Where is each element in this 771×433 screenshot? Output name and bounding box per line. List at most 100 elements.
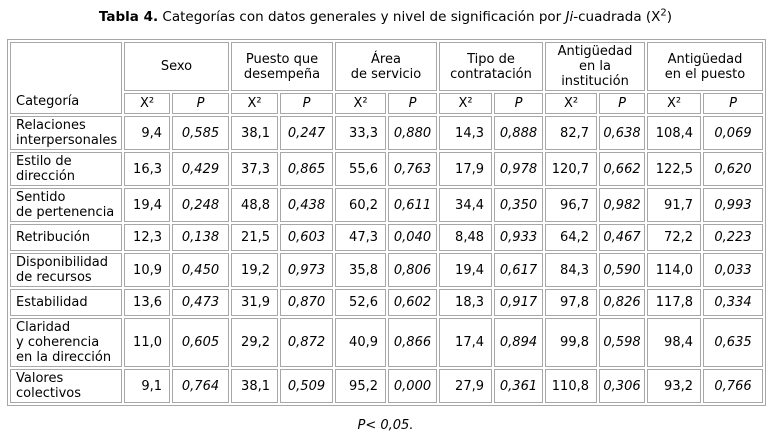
- category-cell: Claridad y coherencia en la dirección: [10, 318, 122, 367]
- chi-value-cell: 29,2: [231, 318, 278, 367]
- table-number-label: Tabla 4.: [98, 9, 159, 25]
- chi-value-cell: 34,4: [439, 188, 492, 222]
- chi-value-cell: 13,6: [124, 289, 170, 316]
- title-text-3: ): [666, 9, 673, 25]
- table-row: Sentido de pertenencia 19,4 0,248 48,8 0,438…: [10, 188, 763, 222]
- p-value-cell: 0,993: [703, 188, 763, 222]
- p-value-cell: 0,467: [599, 224, 645, 251]
- p-value-cell: 0,933: [494, 224, 543, 251]
- p-value-cell: 0,138: [172, 224, 229, 251]
- chi-value-cell: 99,8: [545, 318, 597, 367]
- page-title: Tabla 4. Categorías con datos generales …: [0, 0, 771, 26]
- p-value-cell: 0,040: [388, 224, 437, 251]
- group-header-antiguedad-puesto: Antigüedad en el puesto: [647, 42, 763, 91]
- chi-value-cell: 19,4: [124, 188, 170, 222]
- p-value-cell: 0,806: [388, 253, 437, 287]
- group-header-row: Categoría Sexo Puesto que desempeña Área…: [10, 42, 763, 114]
- chi-value-cell: 9,4: [124, 116, 170, 150]
- p-value-cell: 0,872: [280, 318, 333, 367]
- p-value-cell: 0,248: [172, 188, 229, 222]
- table-row: Valores colectivos 9,1 0,764 38,1 0,509 95,2 0…: [10, 369, 763, 403]
- significance-table: Categoría Sexo Puesto que desempeña Área…: [7, 39, 766, 406]
- chi-value-cell: 40,9: [335, 318, 386, 367]
- group-header-sexo: Sexo: [124, 42, 229, 91]
- p-value-cell: 0,033: [703, 253, 763, 287]
- table-row: Claridad y coherencia en la dirección 11,…: [10, 318, 763, 367]
- p-value-cell: 0,978: [494, 152, 543, 186]
- chi-value-cell: 37,3: [231, 152, 278, 186]
- table-row: Estabilidad 13,6 0,473 31,9 0,870 52,6 0,602 18…: [10, 289, 763, 316]
- p-value-cell: 0,585: [172, 116, 229, 150]
- p-value-cell: 0,350: [494, 188, 543, 222]
- chi-value-cell: 47,3: [335, 224, 386, 251]
- category-cell: Retribución: [10, 224, 122, 251]
- p-value-cell: 0,450: [172, 253, 229, 287]
- table-row: Estilo de dirección 16,3 0,429 37,3 0,865 55,…: [10, 152, 763, 186]
- chi-value-cell: 117,8: [647, 289, 701, 316]
- chi-value-cell: 96,7: [545, 188, 597, 222]
- chi-value-cell: 108,4: [647, 116, 701, 150]
- p-header: P: [280, 93, 333, 114]
- chi-value-cell: 84,3: [545, 253, 597, 287]
- p-value-cell: 0,635: [703, 318, 763, 367]
- group-header-area: Área de servicio: [335, 42, 437, 91]
- p-value-cell: 0,069: [703, 116, 763, 150]
- chi-value-cell: 10,9: [124, 253, 170, 287]
- chi-value-cell: 19,2: [231, 253, 278, 287]
- table-body: Relaciones interpersonales 9,4 0,585 38,1 0,…: [10, 116, 763, 403]
- p-value-cell: 0,617: [494, 253, 543, 287]
- p-value-cell: 0,306: [599, 369, 645, 403]
- chi-value-cell: 72,2: [647, 224, 701, 251]
- p-value-cell: 0,602: [388, 289, 437, 316]
- chi-value-cell: 9,1: [124, 369, 170, 403]
- chi-value-cell: 18,3: [439, 289, 492, 316]
- p-value-cell: 0,590: [599, 253, 645, 287]
- p-value-cell: 0,598: [599, 318, 645, 367]
- chi-square-header: X²: [124, 93, 170, 114]
- p-value-cell: 0,605: [172, 318, 229, 367]
- table-row: Relaciones interpersonales 9,4 0,585 38,1 0,…: [10, 116, 763, 150]
- p-value-cell: 0,880: [388, 116, 437, 150]
- group-header-puesto: Puesto que desempeña: [231, 42, 333, 91]
- p-value-cell: 0,866: [388, 318, 437, 367]
- title-superscript: 2: [660, 7, 667, 19]
- significance-footnote: P< 0,05.: [357, 418, 414, 433]
- category-header: Categoría: [10, 42, 122, 114]
- chi-value-cell: 60,2: [335, 188, 386, 222]
- chi-value-cell: 38,1: [231, 116, 278, 150]
- category-cell: Estabilidad: [10, 289, 122, 316]
- p-value-cell: 0,917: [494, 289, 543, 316]
- chi-value-cell: 55,6: [335, 152, 386, 186]
- chi-value-cell: 17,9: [439, 152, 492, 186]
- p-value-cell: 0,870: [280, 289, 333, 316]
- category-cell: Valores colectivos: [10, 369, 122, 403]
- chi-value-cell: 21,5: [231, 224, 278, 251]
- chi-value-cell: 16,3: [124, 152, 170, 186]
- chi-square-header: X²: [647, 93, 701, 114]
- chi-value-cell: 38,1: [231, 369, 278, 403]
- chi-value-cell: 8,48: [439, 224, 492, 251]
- p-value-cell: 0,638: [599, 116, 645, 150]
- chi-value-cell: 122,5: [647, 152, 701, 186]
- chi-value-cell: 12,3: [124, 224, 170, 251]
- p-value-cell: 0,429: [172, 152, 229, 186]
- p-value-cell: 0,766: [703, 369, 763, 403]
- sub-header-row: X² P X² P X² P X² P X² P X² P: [10, 93, 763, 114]
- chi-value-cell: 19,4: [439, 253, 492, 287]
- p-value-cell: 0,763: [388, 152, 437, 186]
- title-text-1: Categorías con datos generales y nivel d…: [158, 9, 566, 25]
- chi-square-header: X²: [335, 93, 386, 114]
- p-value-cell: 0,620: [703, 152, 763, 186]
- p-header: P: [703, 93, 763, 114]
- title-ji-italic: Ji: [565, 9, 574, 25]
- chi-value-cell: 98,4: [647, 318, 701, 367]
- chi-value-cell: 95,2: [335, 369, 386, 403]
- p-header: P: [494, 93, 543, 114]
- p-value-cell: 0,973: [280, 253, 333, 287]
- chi-square-header: X²: [439, 93, 492, 114]
- chi-square-header: X²: [545, 93, 597, 114]
- table-row: Disponibilidad de recursos 10,9 0,450 19,2 0…: [10, 253, 763, 287]
- chi-value-cell: 52,6: [335, 289, 386, 316]
- chi-value-cell: 64,2: [545, 224, 597, 251]
- chi-value-cell: 33,3: [335, 116, 386, 150]
